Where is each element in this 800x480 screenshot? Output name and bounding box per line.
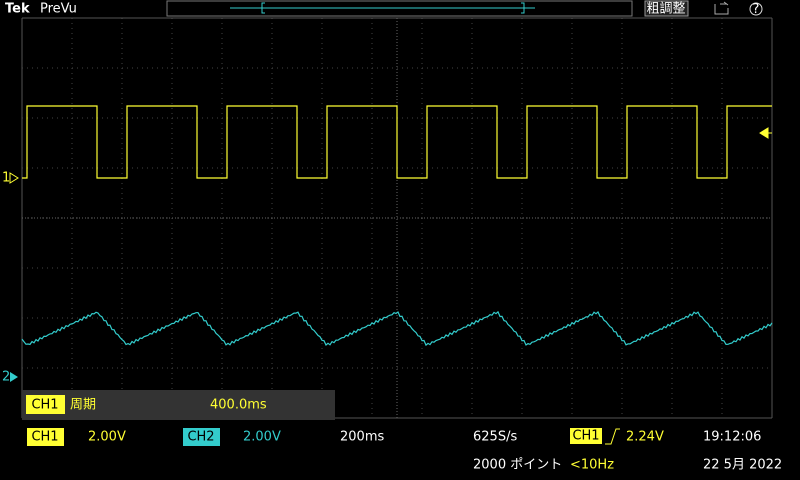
- trigger-level: 2.24V: [626, 430, 664, 445]
- mode: PreVu: [40, 2, 77, 17]
- timebase: 200ms: [340, 430, 384, 445]
- ch1-badge[interactable]: [27, 428, 64, 446]
- trigger-slope: [605, 428, 620, 445]
- meas-channel: CH1: [31, 398, 58, 413]
- record-view[interactable]: [166, 0, 633, 17]
- view-brackets: [261, 2, 525, 14]
- coarse-label[interactable]: 粗調整: [646, 2, 685, 17]
- meas-name: 周期: [70, 398, 96, 413]
- ch2-badge[interactable]: [183, 428, 220, 446]
- ch1-marker: 1: [2, 171, 10, 186]
- meas-channel-badge: [26, 395, 65, 414]
- ch2-label[interactable]: CH2: [187, 430, 214, 445]
- brand: Tek: [5, 2, 30, 17]
- measurement-panel[interactable]: [22, 390, 335, 420]
- clock-date: 22 5月 2022: [703, 458, 782, 473]
- meas-value: 400.0ms: [210, 398, 267, 413]
- ch1-label[interactable]: CH1: [31, 430, 58, 445]
- trigger-source[interactable]: CH1: [572, 429, 599, 444]
- help-icon[interactable]: [749, 2, 763, 16]
- ch1-arrow: [9, 172, 19, 184]
- ch1-scale: 2.00V: [88, 430, 126, 445]
- trigger-level-marker: [759, 127, 772, 139]
- ch2-scale: 2.00V: [243, 430, 281, 445]
- waveforms: [21, 105, 773, 347]
- clock-time: 19:12:06: [703, 430, 761, 445]
- coarse-button[interactable]: [644, 0, 689, 17]
- ch2-marker: 2: [2, 370, 10, 385]
- graticule: [21, 17, 773, 419]
- ch1-waveform: [22, 105, 772, 179]
- sample-rate: 625S/s: [473, 430, 517, 445]
- trigger-frequency: <10Hz: [570, 458, 614, 473]
- record-length: 2000 ポイント: [473, 458, 562, 473]
- save-icon[interactable]: [714, 1, 729, 15]
- help-label[interactable]: ?: [753, 2, 760, 17]
- trigger-source-badge[interactable]: [570, 428, 602, 444]
- ch2-arrow: [10, 372, 18, 382]
- ch2-waveform: [21, 310, 773, 347]
